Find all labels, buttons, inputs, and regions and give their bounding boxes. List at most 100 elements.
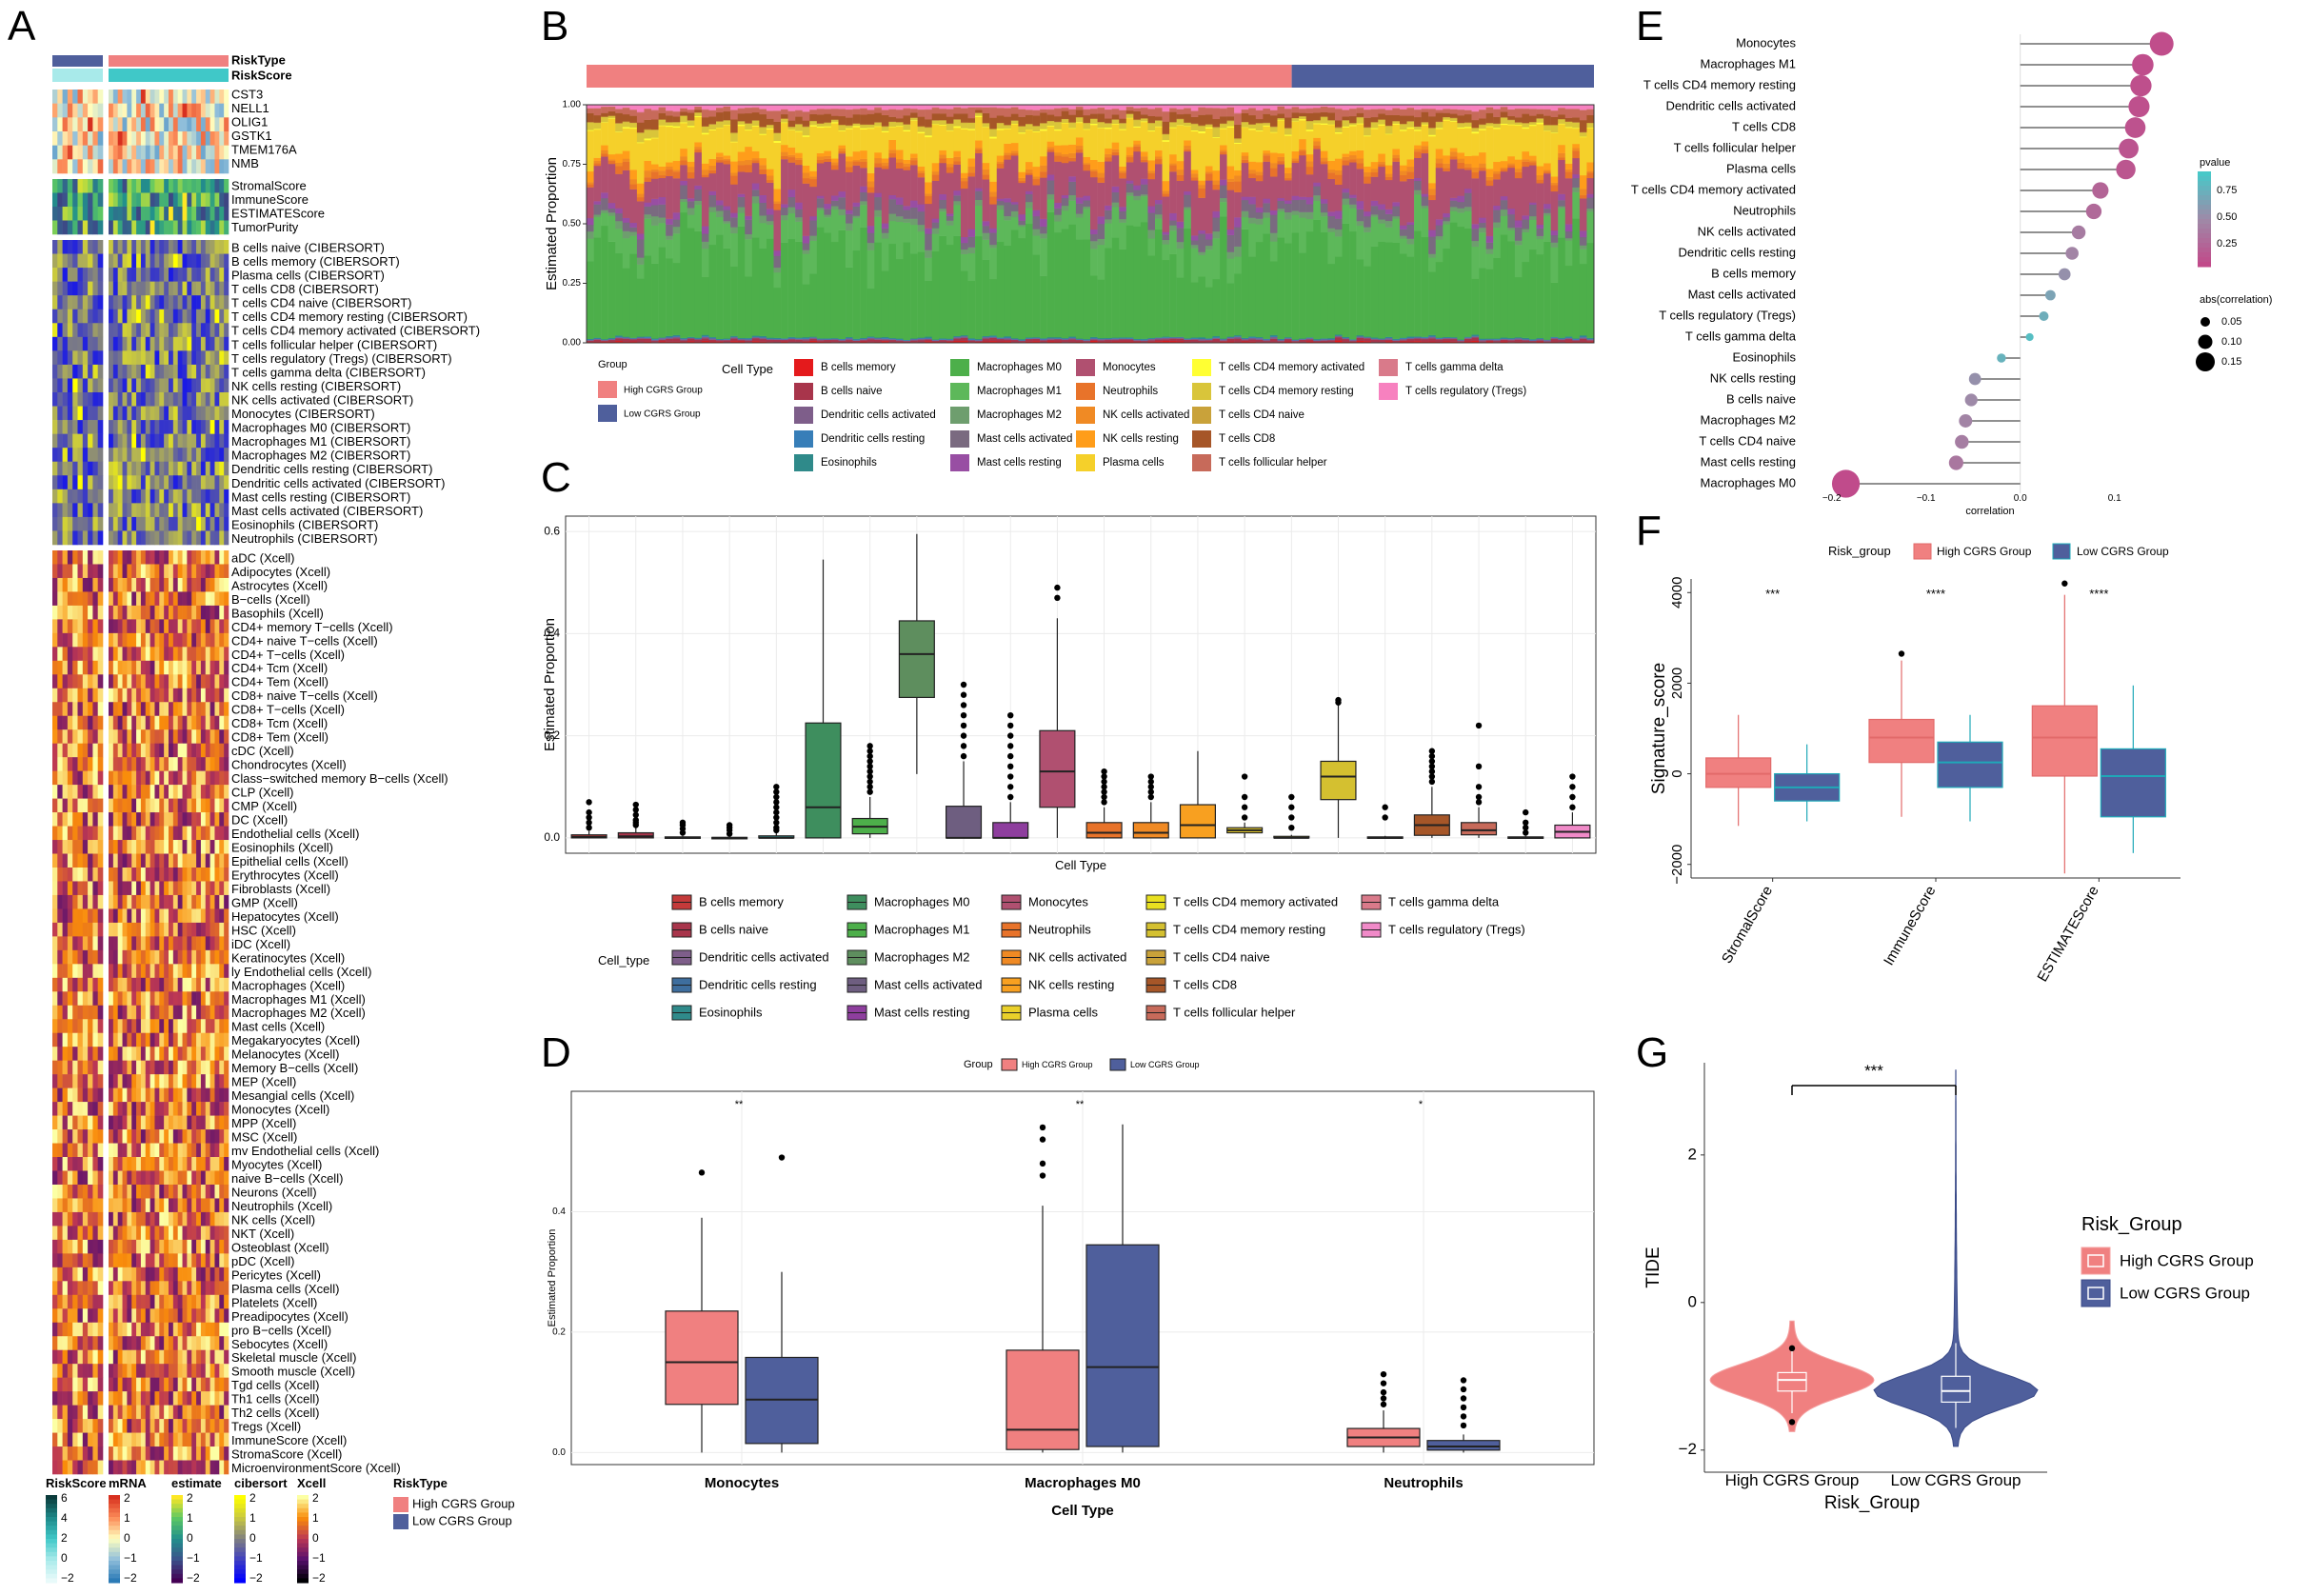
stacked-bar-segment — [860, 191, 867, 202]
heatmap-cell — [127, 1419, 132, 1433]
heatmap-cell — [224, 591, 229, 607]
heatmap-cell — [164, 461, 169, 476]
heatmap-cell — [82, 1005, 89, 1020]
heatmap-cell — [122, 908, 128, 924]
heatmap-cell — [62, 991, 69, 1007]
heatmap-cell — [77, 867, 84, 882]
heatmap-cell — [219, 619, 225, 634]
heatmap-cell — [154, 323, 160, 338]
heatmap-cell — [62, 1019, 69, 1034]
heatmap-cell — [214, 770, 220, 786]
stacked-bar-segment — [587, 224, 594, 232]
heatmap-cell — [154, 433, 160, 449]
heatmap-cell — [177, 770, 183, 786]
heatmap-cell — [182, 1211, 188, 1227]
heatmap-cell — [172, 309, 178, 324]
stacked-bar-segment — [939, 158, 947, 164]
heatmap-cell — [136, 336, 142, 351]
heatmap-cell — [224, 977, 229, 992]
heatmap-cell — [72, 420, 78, 434]
heatmap-cell — [88, 674, 93, 689]
heatmap-cell — [122, 826, 128, 841]
heatmap-cell — [182, 577, 188, 592]
stacked-bar-segment — [759, 173, 767, 195]
heatmap-cell — [145, 420, 150, 434]
stacked-bar-segment — [680, 211, 688, 338]
heatmap-cell — [131, 309, 137, 324]
heatmap-cell — [57, 964, 63, 979]
heatmap-legend-swatch — [46, 1565, 57, 1570]
stacked-bar-segment — [781, 214, 788, 221]
heatmap-cell — [97, 1281, 104, 1296]
heatmap-cell — [136, 1349, 142, 1365]
heatmap-cell — [112, 785, 118, 799]
stacked-bar-segment — [687, 166, 695, 172]
heatmap-cell — [169, 220, 174, 235]
heatmap-cell — [177, 729, 183, 744]
heatmap-cell — [82, 281, 89, 296]
stacked-bar-segment — [816, 109, 825, 115]
stacked-bar-segment — [587, 187, 594, 219]
heatmap-cell — [182, 1364, 188, 1378]
heatmap-cell — [177, 1377, 183, 1392]
stacked-bar-segment — [666, 110, 673, 111]
heatmap-cell — [140, 577, 147, 592]
stacked-bar-segment — [860, 168, 867, 187]
heatmap-cell — [122, 853, 128, 868]
heatmap-cell — [77, 770, 84, 786]
heatmap-cell — [77, 840, 84, 854]
heatmap-cell — [127, 1060, 132, 1075]
stacked-bar-segment — [846, 167, 853, 172]
stacked-bar-segment — [672, 116, 681, 123]
stacked-bar-segment — [846, 126, 853, 129]
heatmap-cell — [62, 1129, 69, 1144]
heatmap-cell — [62, 743, 69, 758]
stacked-bar-segment — [874, 112, 883, 123]
heatmap-cell — [72, 378, 78, 393]
heatmap-cell — [136, 632, 142, 648]
heatmap-cell — [77, 1322, 84, 1337]
heatmap-cell — [224, 1060, 229, 1075]
heatmap-cell — [77, 448, 84, 463]
heatmap-cell — [164, 605, 169, 620]
heatmap-cell — [62, 1143, 69, 1158]
heatmap-cell — [172, 503, 178, 518]
heatmap-cell — [187, 1377, 192, 1392]
heatmap-cell — [88, 364, 93, 379]
heatmap-cell — [169, 1432, 174, 1447]
heatmap-cell — [200, 785, 207, 799]
stacked-bar-segment — [781, 339, 788, 342]
stacked-bar-segment — [680, 108, 688, 112]
heatmap-cell — [177, 688, 183, 703]
heatmap-legend-swatch — [171, 1499, 183, 1505]
stacked-bar-segment — [737, 113, 746, 122]
heatmap-cell — [149, 131, 155, 146]
heatmap-cell — [77, 131, 84, 146]
heatmap-cell — [159, 1060, 165, 1075]
stacked-bar-segment — [931, 108, 940, 114]
heatmap-cell — [112, 757, 118, 771]
heatmap-legend-swatch — [109, 1551, 120, 1557]
heatmap-cell — [191, 220, 197, 235]
heatmap-cell — [131, 1294, 137, 1309]
stacked-bar-segment — [593, 216, 602, 238]
stacked-bar-segment — [745, 146, 753, 161]
stacked-bar-segment — [651, 339, 659, 340]
stacked-bar-segment — [730, 212, 738, 218]
heatmap-cell — [77, 179, 84, 193]
heatmap-cell — [97, 647, 104, 662]
heatmap-cell — [209, 688, 215, 703]
heatmap-cell — [127, 605, 132, 620]
heatmap-cell — [177, 145, 183, 160]
heatmap-cell — [172, 1364, 178, 1378]
heatmap-cell — [187, 949, 192, 965]
heatmap-cell — [131, 1253, 137, 1268]
heatmap-cell — [131, 1032, 137, 1047]
heatmap-row-label: Neutrophils (Xcell) — [231, 1199, 332, 1213]
heatmap-legend-swatch — [46, 1517, 57, 1523]
heatmap-cell — [159, 688, 165, 703]
stacked-bar-segment — [745, 123, 753, 124]
heatmap-cell — [182, 591, 188, 607]
heatmap-cell — [154, 281, 160, 296]
heatmap-cell — [177, 702, 183, 717]
